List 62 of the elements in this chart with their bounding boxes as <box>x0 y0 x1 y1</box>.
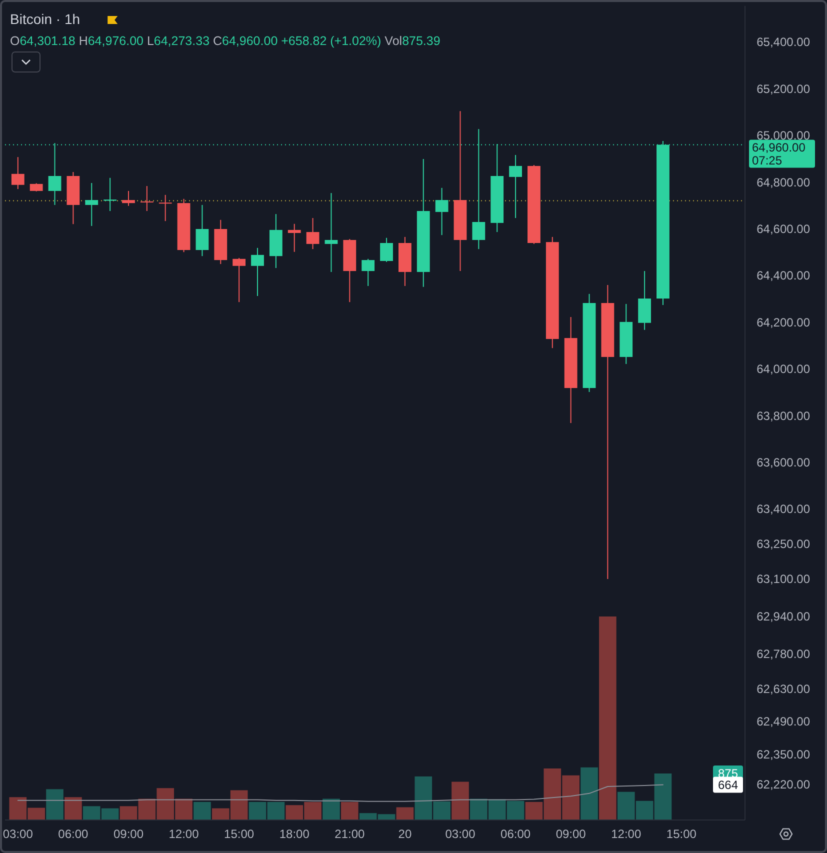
x-tick-label: 09:00 <box>113 827 144 841</box>
chart-title: Bitcoin · 1h <box>10 11 80 27</box>
candlestick <box>158 194 172 222</box>
y-tick-label: 65,200.00 <box>756 82 810 96</box>
candlestick <box>140 186 154 212</box>
bar <box>194 802 211 820</box>
text: 07:25 <box>752 154 782 168</box>
ref-line-label: 64,960.00 <box>752 140 806 155</box>
candlestick <box>11 156 24 190</box>
candlestick <box>196 204 209 257</box>
candlestick <box>362 258 375 286</box>
y-tick-label: 64,800.00 <box>756 175 810 190</box>
candlestick <box>251 247 264 297</box>
x-tick-label: 21:00 <box>334 827 365 841</box>
y-tick-label: 62,780.00 <box>756 646 810 661</box>
x-tick-label: 12:00 <box>611 827 642 841</box>
x-tick-label: 09:00 <box>556 827 586 841</box>
candlestick <box>509 154 522 219</box>
x-tick-label: 03:00 <box>445 827 476 841</box>
candlestick <box>324 192 338 272</box>
candlestick <box>122 190 135 206</box>
x-tick-label: 12:00 <box>168 827 200 841</box>
y-tick-label: 62,940.00 <box>756 610 810 624</box>
bar <box>452 782 469 820</box>
bar <box>322 798 340 820</box>
x-tick-label: 20 <box>398 827 412 841</box>
y-tick-label: 64,000.00 <box>756 362 810 376</box>
y-tick-label: 63,400.00 <box>756 502 810 516</box>
bar <box>396 807 414 820</box>
candlestick <box>380 237 393 262</box>
bar <box>46 789 64 820</box>
y-tick-label: 64,600.00 <box>756 222 810 236</box>
x-tick-label: 15:00 <box>224 827 254 841</box>
y-tick-label: 62,630.00 <box>756 682 810 696</box>
candlestick <box>288 223 301 252</box>
bar <box>64 797 82 820</box>
y-tick-label: 63,600.00 <box>756 455 810 470</box>
y-tick-label: 62,350.00 <box>756 747 810 762</box>
y-tick-label: 62,490.00 <box>756 714 810 729</box>
bar <box>599 616 616 820</box>
y-tick-label: 62,220.00 <box>756 778 810 792</box>
line-series <box>17 784 664 802</box>
candlestick <box>435 187 448 236</box>
candlestick <box>232 257 246 303</box>
y-tick-label: 63,800.00 <box>756 408 810 423</box>
x-tick-label: 06:00 <box>500 827 531 841</box>
x-tick-label: 03:00 <box>2 827 34 841</box>
bar <box>580 767 598 820</box>
x-tick-label: 06:00 <box>58 827 89 841</box>
y-tick-label: 63,100.00 <box>756 572 810 586</box>
y-tick-label: 64,200.00 <box>756 315 810 330</box>
y-tick-label: 65,400.00 <box>756 35 810 50</box>
bar <box>340 802 358 820</box>
y-tick-label: 63,250.00 <box>756 537 810 552</box>
text: O64,301.18 H64,976.00 L64,273.33 C64,960.00 +658.82 (+1.02%) Vol875.39 <box>10 34 440 48</box>
y-tick-label: 64,400.00 <box>756 268 810 283</box>
y2-tick-label: 664 <box>718 778 738 792</box>
candlestick <box>306 218 320 250</box>
y-tick-label: 65,000.00 <box>756 128 810 143</box>
x-tick-label: 18:00 <box>279 827 310 841</box>
x-tick-label: 15:00 <box>666 827 697 841</box>
candlestick <box>85 182 98 226</box>
